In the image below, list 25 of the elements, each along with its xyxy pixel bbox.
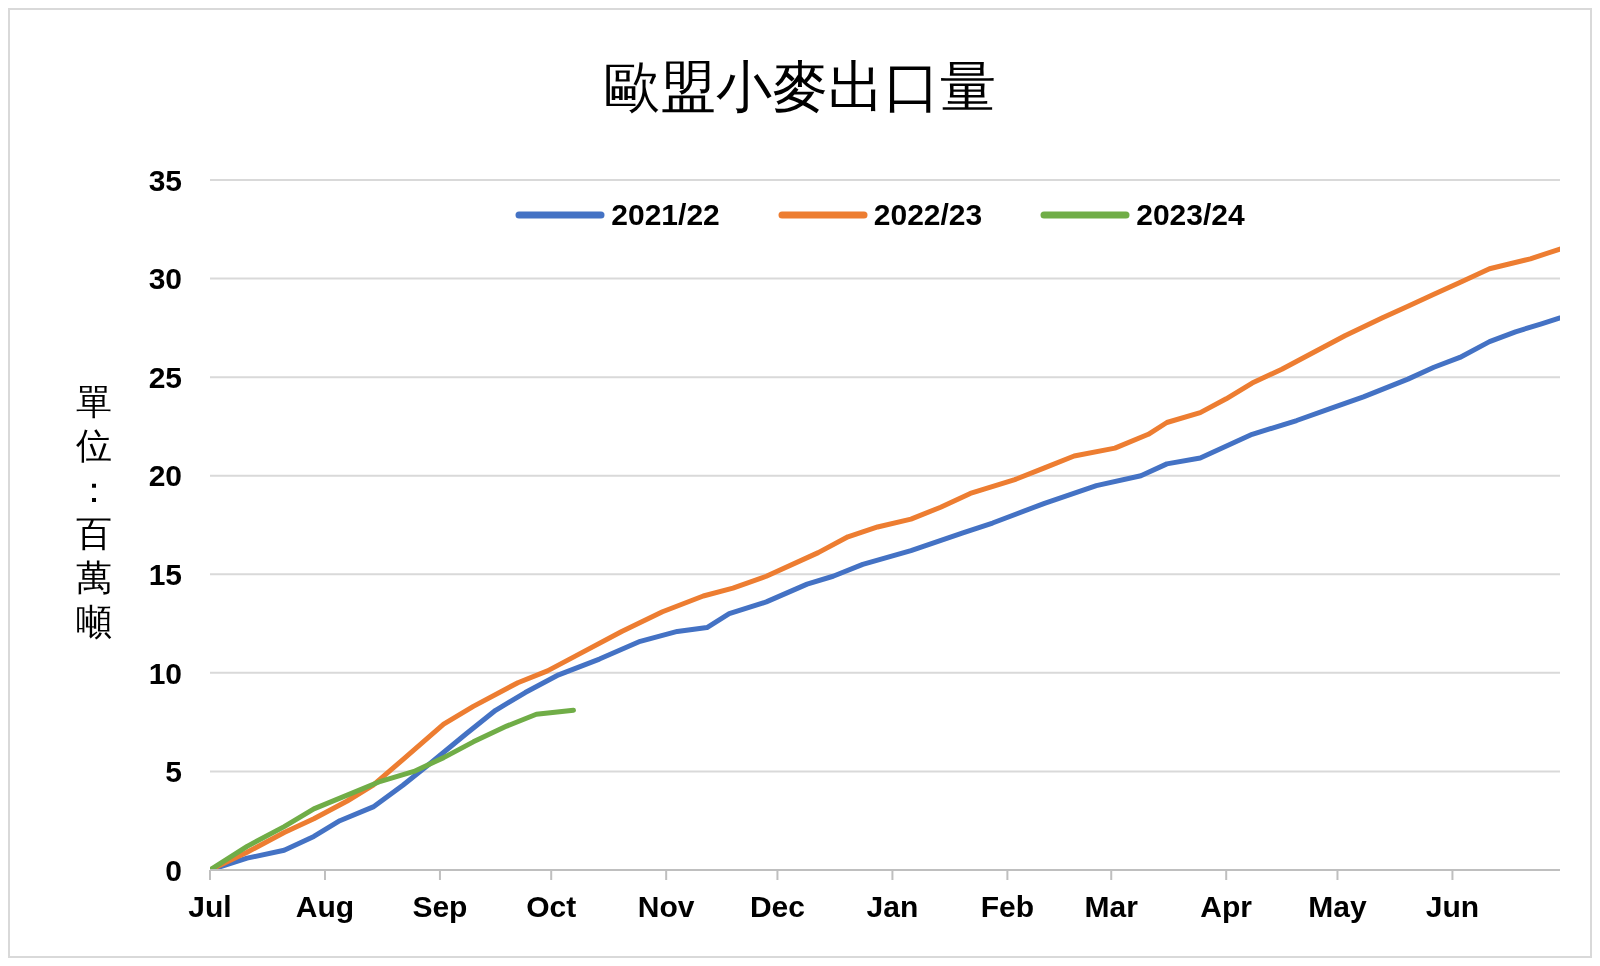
y-tick-label: 25 — [148, 360, 182, 394]
x-tick-label: Aug — [295, 890, 355, 924]
x-tick-label: Oct — [526, 890, 577, 924]
y-tick-label: 5 — [165, 755, 182, 789]
legend-label: 2021/22 — [611, 198, 720, 232]
y-tick-label: 35 — [148, 163, 182, 197]
y-tick-label: 10 — [148, 656, 182, 690]
x-tick-label: Feb — [980, 890, 1035, 924]
x-tick-label: Sep — [412, 890, 468, 924]
y-tick-label: 0 — [165, 853, 182, 887]
y-tick-label: 15 — [148, 557, 182, 591]
y-axis-title: 單位：百萬噸 — [75, 380, 113, 644]
legend-label: 2023/24 — [1136, 198, 1245, 232]
x-tick-label: Jun — [1425, 890, 1480, 924]
y-tick-label: 30 — [148, 262, 182, 296]
x-tick-label: Apr — [1200, 890, 1253, 924]
x-tick-label: Jan — [866, 890, 919, 924]
x-tick-label: May — [1308, 890, 1367, 924]
x-tick-label: Jul — [188, 890, 232, 924]
chart-title: 歐盟小麥出口量 — [603, 53, 997, 121]
x-tick-label: Mar — [1084, 890, 1139, 924]
y-tick-label: 20 — [148, 459, 182, 493]
x-tick-label: Dec — [749, 890, 805, 924]
legend-label: 2022/23 — [873, 198, 983, 232]
x-tick-label: Nov — [637, 890, 695, 924]
